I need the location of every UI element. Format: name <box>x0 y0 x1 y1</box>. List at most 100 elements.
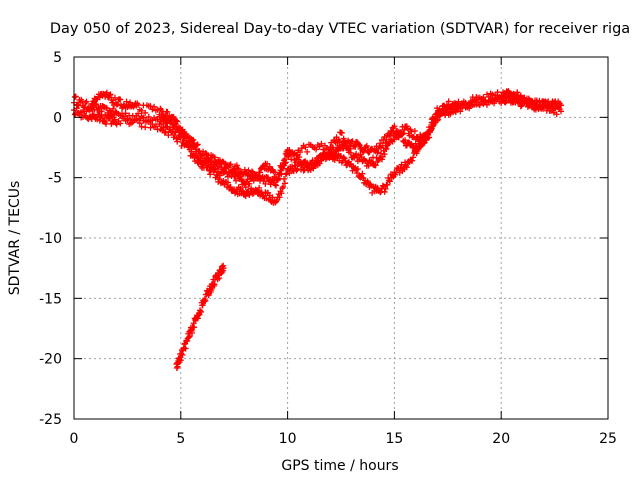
data-point <box>483 101 490 108</box>
data-point <box>533 97 540 104</box>
data-point <box>135 110 142 117</box>
data-point <box>122 110 129 117</box>
data-point <box>142 124 149 131</box>
data-point <box>410 154 417 161</box>
data-point <box>161 129 168 136</box>
data-point <box>191 324 198 331</box>
data-point <box>174 138 181 145</box>
data-point <box>282 171 289 178</box>
data-point <box>98 113 105 120</box>
data-point <box>117 96 124 103</box>
data-point <box>135 101 142 108</box>
data-point <box>411 128 418 135</box>
data-point <box>182 133 189 140</box>
data-point <box>114 101 121 108</box>
data-point <box>138 107 145 114</box>
data-point <box>523 100 530 107</box>
data-point <box>280 183 287 190</box>
data-point <box>274 176 281 183</box>
data-point <box>420 140 427 147</box>
data-point <box>103 89 110 96</box>
data-point <box>400 130 407 137</box>
data-point <box>359 170 366 177</box>
data-point <box>445 98 452 105</box>
y-axis-label: SDTVAR / TECUs <box>7 181 23 296</box>
data-point <box>352 144 359 151</box>
data-point <box>220 265 227 272</box>
data-point <box>338 129 345 136</box>
data-point <box>242 193 249 200</box>
data-point <box>111 116 118 123</box>
data-point <box>145 118 152 125</box>
y-tick-label: -20 <box>39 352 62 368</box>
data-point <box>499 94 506 101</box>
data-point <box>172 129 179 136</box>
data-point <box>111 94 118 101</box>
data-point <box>211 166 218 173</box>
data-point <box>403 164 410 171</box>
data-point <box>321 150 328 157</box>
data-point <box>291 162 298 169</box>
data-point <box>263 195 270 202</box>
x-tick-label: 20 <box>492 431 510 447</box>
data-point <box>152 123 159 130</box>
data-point <box>514 89 521 96</box>
data-point <box>103 120 110 127</box>
data-point <box>205 156 212 163</box>
data-point <box>151 103 158 110</box>
data-point <box>106 114 113 121</box>
data-point <box>249 168 255 175</box>
data-point <box>516 95 522 102</box>
y-tick-label: -25 <box>39 412 62 428</box>
data-point <box>212 165 219 172</box>
data-point <box>278 190 285 197</box>
data-point <box>123 98 130 105</box>
data-point <box>177 134 184 141</box>
data-point <box>437 111 444 118</box>
x-tick-label: 5 <box>176 431 185 447</box>
data-point <box>198 308 205 315</box>
data-point <box>469 97 476 104</box>
data-point <box>191 143 198 150</box>
data-point <box>248 185 255 192</box>
data-point <box>208 159 215 166</box>
x-tick-label: 15 <box>385 431 403 447</box>
data-point <box>173 117 180 124</box>
data-point <box>281 180 288 187</box>
y-tick-label: 0 <box>53 110 62 126</box>
data-point <box>558 102 565 109</box>
data-point <box>502 99 509 106</box>
data-point <box>239 187 246 194</box>
data-point <box>211 154 218 161</box>
data-point <box>113 121 120 128</box>
y-tick-label: -15 <box>39 291 62 307</box>
data-point <box>391 123 398 130</box>
data-point <box>185 334 192 341</box>
data-point <box>223 165 230 172</box>
data-point <box>344 139 351 146</box>
data-point <box>540 105 547 112</box>
data-point <box>409 157 416 164</box>
data-point <box>257 169 264 176</box>
data-point <box>550 99 557 106</box>
data-point <box>83 108 90 115</box>
data-point <box>320 146 327 153</box>
x-tick-label: 0 <box>70 431 79 447</box>
data-point <box>342 142 349 149</box>
data-point <box>427 126 434 133</box>
data-point <box>232 177 239 184</box>
data-point <box>246 192 253 199</box>
data-point <box>304 148 311 155</box>
data-point <box>518 102 525 109</box>
data-point <box>394 133 401 140</box>
data-point <box>349 138 356 145</box>
data-point <box>383 146 390 153</box>
data-point <box>379 182 386 189</box>
data-point <box>269 194 276 201</box>
data-point <box>430 122 437 129</box>
data-point <box>347 149 354 156</box>
data-point <box>365 162 372 169</box>
data-point <box>276 170 283 177</box>
